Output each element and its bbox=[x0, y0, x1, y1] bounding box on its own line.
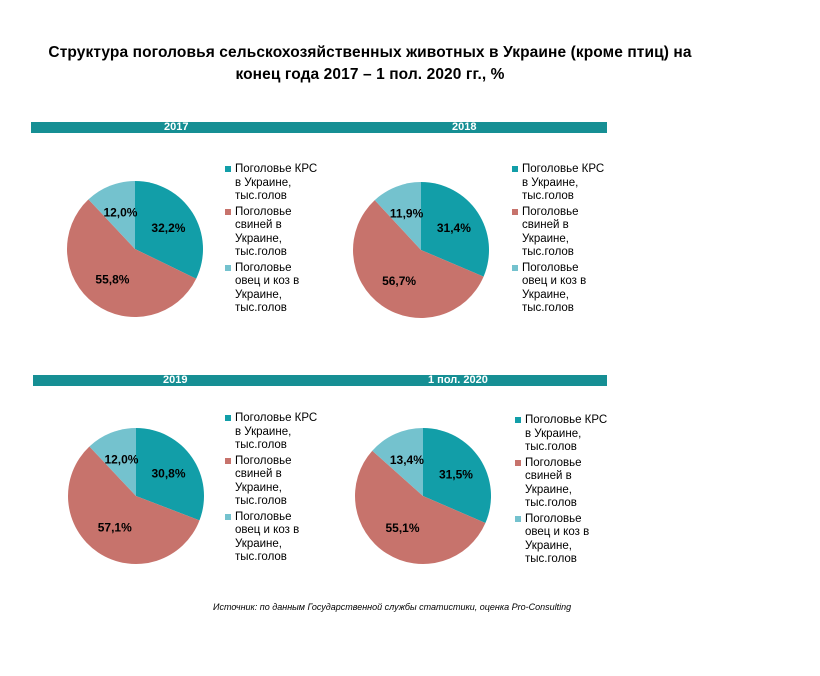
legend-item-sheep: Поголовье овец и коз в Украине, тыс.голо… bbox=[515, 513, 609, 567]
data-label-sheep: 12,0% bbox=[104, 452, 138, 466]
legend-swatch-sheep bbox=[225, 264, 231, 271]
data-label-cattle: 30,8% bbox=[151, 467, 185, 481]
pie-chart-2019: 30,8% 57,1% 12,0% bbox=[68, 428, 205, 564]
legend-item-pigs: Поголовье свиней в Украине, тыс.голов bbox=[225, 206, 319, 260]
legend-2019: Поголовье КРС в Украине, тыс.голов Погол… bbox=[225, 412, 319, 567]
legend-item-cattle: Поголовье КРС в Украине, тыс.голов bbox=[512, 163, 606, 204]
data-label-pigs: 57,1% bbox=[98, 521, 132, 535]
data-label-pigs: 55,8% bbox=[95, 273, 129, 287]
legend-2020h1: Поголовье КРС в Украине, тыс.голов Погол… bbox=[515, 414, 609, 569]
data-label-sheep: 11,9% bbox=[390, 206, 424, 220]
legend-label-cattle: Поголовье КРС в Украине, тыс.голов bbox=[525, 414, 608, 453]
legend-item-cattle: Поголовье КРС в Украине, тыс.голов bbox=[515, 414, 609, 455]
pie-slice-sheep bbox=[89, 428, 136, 496]
band-label-2017: 2017 bbox=[164, 121, 189, 133]
header-band-bottom: 2019 1 пол. 2020 bbox=[33, 374, 607, 386]
legend-item-pigs: Поголовье свиней в Украине, тыс.голов bbox=[225, 455, 319, 509]
legend-swatch-cattle bbox=[515, 417, 521, 423]
legend-swatch-cattle bbox=[225, 166, 231, 172]
legend-item-cattle: Поголовье КРС в Украине, тыс.голов bbox=[225, 163, 319, 204]
pie-slice-sheep bbox=[374, 182, 421, 250]
pie-slice-cattle bbox=[423, 428, 492, 524]
pie-slice-sheep bbox=[372, 428, 423, 496]
legend-swatch-sheep bbox=[225, 513, 231, 520]
data-label-cattle: 31,4% bbox=[437, 221, 471, 235]
legend-label-pigs: Поголовье свиней в Украине, тыс.голов bbox=[235, 454, 292, 508]
legend-swatch-sheep bbox=[515, 515, 521, 522]
data-label-sheep: 12,0% bbox=[103, 205, 137, 219]
pie-chart-2020h1: 31,5% 55,1% 13,4% bbox=[355, 428, 492, 564]
legend-swatch-pigs bbox=[515, 459, 521, 466]
legend-item-pigs: Поголовье свиней в Украине, тыс.голов bbox=[515, 457, 609, 511]
legend-label-sheep: Поголовье овец и коз в Украине, тыс.голо… bbox=[235, 510, 300, 564]
legend-item-pigs: Поголовье свиней в Украине, тыс.голов bbox=[512, 206, 606, 260]
pie-slice-pigs bbox=[355, 450, 486, 564]
legend-swatch-pigs bbox=[225, 457, 231, 464]
data-label-pigs: 55,1% bbox=[385, 521, 419, 535]
legend-label-cattle: Поголовье КРС в Украине, тыс.голов bbox=[235, 163, 318, 202]
band-label-2018: 2018 bbox=[452, 121, 477, 133]
pie-slice-pigs bbox=[66, 199, 197, 318]
pie-slice-pigs bbox=[353, 200, 484, 318]
pie-slice-cattle bbox=[135, 181, 203, 279]
legend-label-sheep: Поголовье овец и коз в Украине, тыс.голо… bbox=[522, 261, 587, 315]
legend-2018: Поголовье КРС в Украине, тыс.голов Погол… bbox=[512, 163, 606, 318]
data-label-pigs: 56,7% bbox=[382, 274, 416, 288]
legend-item-sheep: Поголовье овец и коз в Украине, тыс.голо… bbox=[225, 262, 319, 316]
pie-chart-2018: 31,4% 56,7% 11,9% bbox=[353, 182, 490, 318]
pie-chart-2017: 32,2% 55,8% 12,0% bbox=[66, 181, 203, 318]
legend-label-cattle: Поголовье КРС в Украине, тыс.голов bbox=[522, 163, 605, 202]
pie-slice-cattle bbox=[136, 428, 205, 521]
data-label-cattle: 32,2% bbox=[151, 221, 185, 235]
pie-slice-cattle bbox=[421, 182, 490, 277]
legend-label-pigs: Поголовье свиней в Украине, тыс.голов bbox=[525, 456, 582, 510]
legend-item-cattle: Поголовье КРС в Украине, тыс.голов bbox=[225, 412, 319, 453]
pie-slice-pigs bbox=[68, 446, 200, 564]
legend-label-pigs: Поголовье свиней в Украине, тыс.голов bbox=[235, 205, 292, 259]
legend-item-sheep: Поголовье овец и коз в Украине, тыс.голо… bbox=[512, 262, 606, 316]
data-label-sheep: 13,4% bbox=[390, 453, 424, 467]
band-label-2020h1: 1 пол. 2020 bbox=[428, 374, 488, 386]
legend-swatch-cattle bbox=[225, 415, 231, 421]
band-label-2019: 2019 bbox=[163, 374, 188, 386]
source-note: Источник: по данным Государственной служ… bbox=[213, 602, 572, 612]
legend-swatch-pigs bbox=[225, 208, 231, 215]
legend-2017: Поголовье КРС в Украине, тыс.голов Погол… bbox=[225, 163, 319, 318]
legend-label-sheep: Поголовье овец и коз в Украине, тыс.голо… bbox=[235, 261, 300, 315]
legend-swatch-pigs bbox=[512, 208, 518, 215]
data-label-cattle: 31,5% bbox=[439, 467, 473, 481]
title-line-1: Структура поголовья сельскохозяйственных… bbox=[48, 44, 692, 61]
pie-slice-sheep bbox=[88, 181, 135, 249]
header-band-top: 2017 2018 bbox=[31, 121, 607, 133]
legend-swatch-sheep bbox=[512, 264, 518, 271]
title-line-2: конец года 2017 – 1 пол. 2020 гг., % bbox=[235, 66, 505, 83]
chart-title: Структура поголовья сельскохозяйственных… bbox=[0, 42, 740, 86]
legend-label-sheep: Поголовье овец и коз в Украине, тыс.голо… bbox=[525, 512, 590, 566]
legend-swatch-cattle bbox=[512, 166, 518, 172]
legend-item-sheep: Поголовье овец и коз в Украине, тыс.голо… bbox=[225, 511, 319, 565]
legend-label-pigs: Поголовье свиней в Украине, тыс.голов bbox=[522, 205, 579, 259]
legend-label-cattle: Поголовье КРС в Украине, тыс.голов bbox=[235, 412, 318, 451]
